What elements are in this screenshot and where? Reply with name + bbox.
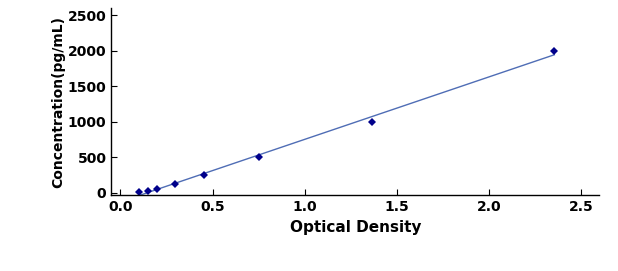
X-axis label: Optical Density: Optical Density xyxy=(290,220,421,234)
Y-axis label: Concentration(pg/mL): Concentration(pg/mL) xyxy=(51,16,65,188)
